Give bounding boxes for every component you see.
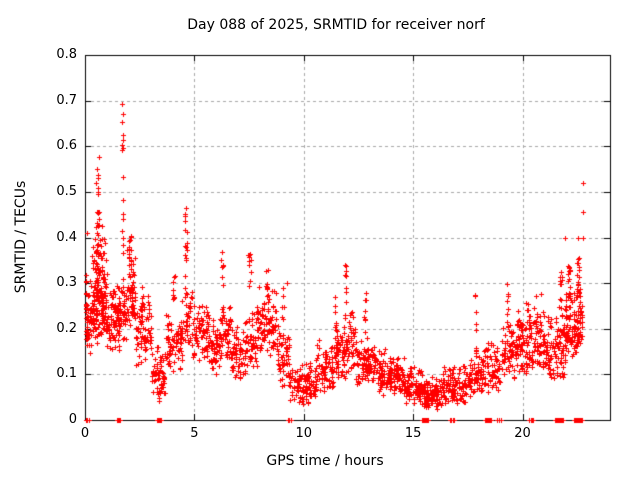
y-tick-label: 0.2 <box>56 320 77 336</box>
x-tick-label: 5 <box>190 426 199 441</box>
y-tick-label: 0.4 <box>56 229 77 245</box>
y-tick-label: 0 <box>68 412 77 427</box>
chart-title: Day 088 of 2025, SRMTID for receiver nor… <box>187 17 485 33</box>
y-tick-label: 0.6 <box>56 138 77 154</box>
x-tick-label: 10 <box>295 426 313 441</box>
y-tick-label: 0.3 <box>56 275 77 291</box>
x-tick-label: 0 <box>80 426 90 441</box>
y-tick-label: 0.8 <box>56 47 77 62</box>
y-tick-label: 0.5 <box>56 183 77 199</box>
x-axis-label: GPS time / hours <box>266 453 384 469</box>
y-tick-label: 0.7 <box>56 92 77 108</box>
y-tick-label: 0.1 <box>56 366 77 382</box>
x-tick-label: 15 <box>404 426 422 441</box>
x-tick-label: 20 <box>514 426 531 441</box>
